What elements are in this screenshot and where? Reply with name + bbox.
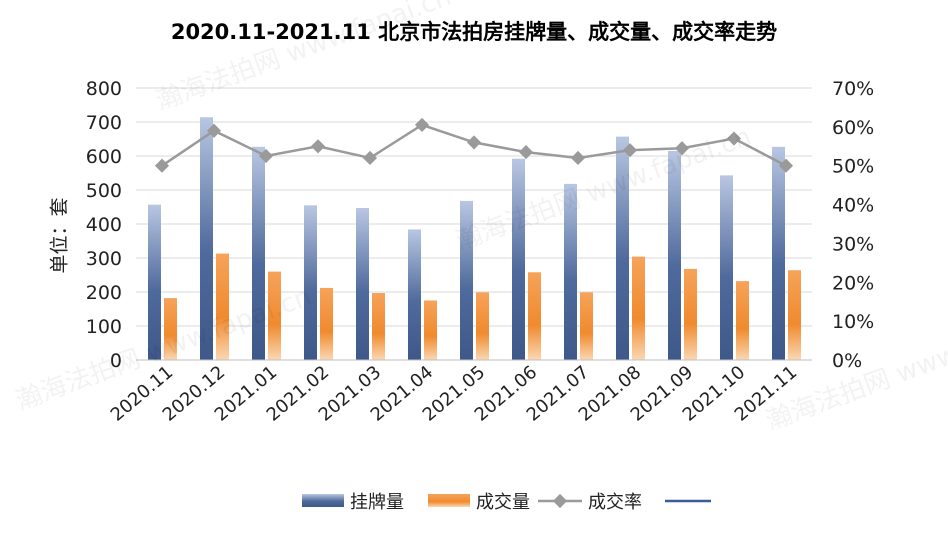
line-point — [466, 135, 482, 150]
bar-listings — [304, 205, 317, 360]
line-point — [518, 145, 534, 160]
y-tick-label: 600 — [86, 146, 122, 168]
bar-deals — [372, 293, 385, 360]
y-tick-label: 100 — [86, 316, 122, 338]
bar-deals — [216, 253, 229, 360]
y-tick-label: 400 — [86, 214, 122, 236]
y2-tick-label: 50% — [832, 156, 874, 178]
bar-deals — [476, 292, 489, 360]
bar-deals — [632, 256, 645, 360]
line-point — [570, 150, 586, 166]
line-point — [310, 139, 326, 154]
bar-deals — [164, 298, 177, 360]
legend-swatch-rate-marker — [552, 493, 568, 509]
line-point — [414, 117, 430, 132]
y2-tick-label: 20% — [832, 272, 874, 294]
watermark: 瀚海法拍网 www.fapai.cn — [152, 0, 455, 117]
bar-listings — [148, 204, 161, 360]
bar-deals — [580, 292, 593, 360]
y-tick-label: 800 — [86, 78, 122, 100]
chart-title: 2020.11-2021.11 北京市法拍房挂牌量、成交量、成交率走势 — [170, 20, 778, 44]
bar-deals — [320, 287, 333, 360]
y2-tick-label: 10% — [832, 311, 874, 333]
bar-listings — [616, 136, 629, 360]
legend-label: 挂牌量 — [350, 492, 404, 513]
line-point — [154, 158, 170, 173]
line-point — [362, 150, 378, 166]
line-point — [674, 141, 690, 156]
watermark: 瀚海法拍网 www.fapai.cn — [452, 122, 755, 257]
bar-listings — [356, 208, 369, 360]
legend-label: 成交率 — [588, 492, 642, 513]
bar-listings — [408, 229, 421, 360]
bar-listings — [252, 146, 265, 360]
line-point — [726, 131, 742, 146]
y2-tick-label: 70% — [832, 78, 874, 100]
y-tick-label: 200 — [86, 282, 122, 304]
bar-listings — [512, 158, 525, 360]
bar-listings — [668, 150, 681, 360]
bar-listings — [564, 183, 577, 360]
bar-listings — [460, 200, 473, 360]
bar-listings — [200, 117, 213, 361]
bar-deals — [424, 300, 437, 360]
y-tick-label: 700 — [86, 112, 122, 134]
bar-deals — [268, 271, 281, 360]
y-tick-label: 0 — [110, 350, 122, 372]
bar-deals — [684, 268, 697, 360]
y-tick-label: 500 — [86, 180, 122, 202]
legend-label: 成交量 — [476, 492, 530, 513]
y2-tick-label: 40% — [832, 195, 874, 217]
y2-tick-label: 60% — [832, 117, 874, 139]
bar-deals — [788, 270, 801, 360]
y2-tick-label: 0% — [832, 350, 862, 372]
bar-deals — [528, 272, 541, 360]
y2-tick-label: 30% — [832, 233, 874, 255]
legend-swatch-listings — [302, 494, 344, 507]
legend-swatch-deals — [428, 494, 470, 507]
bar-deals — [736, 281, 749, 360]
line-point — [778, 158, 794, 173]
bar-listings — [772, 146, 785, 360]
y-tick-label: 300 — [86, 248, 122, 270]
bar-listings — [720, 175, 733, 360]
line-point — [622, 143, 638, 158]
line-point — [258, 148, 274, 164]
